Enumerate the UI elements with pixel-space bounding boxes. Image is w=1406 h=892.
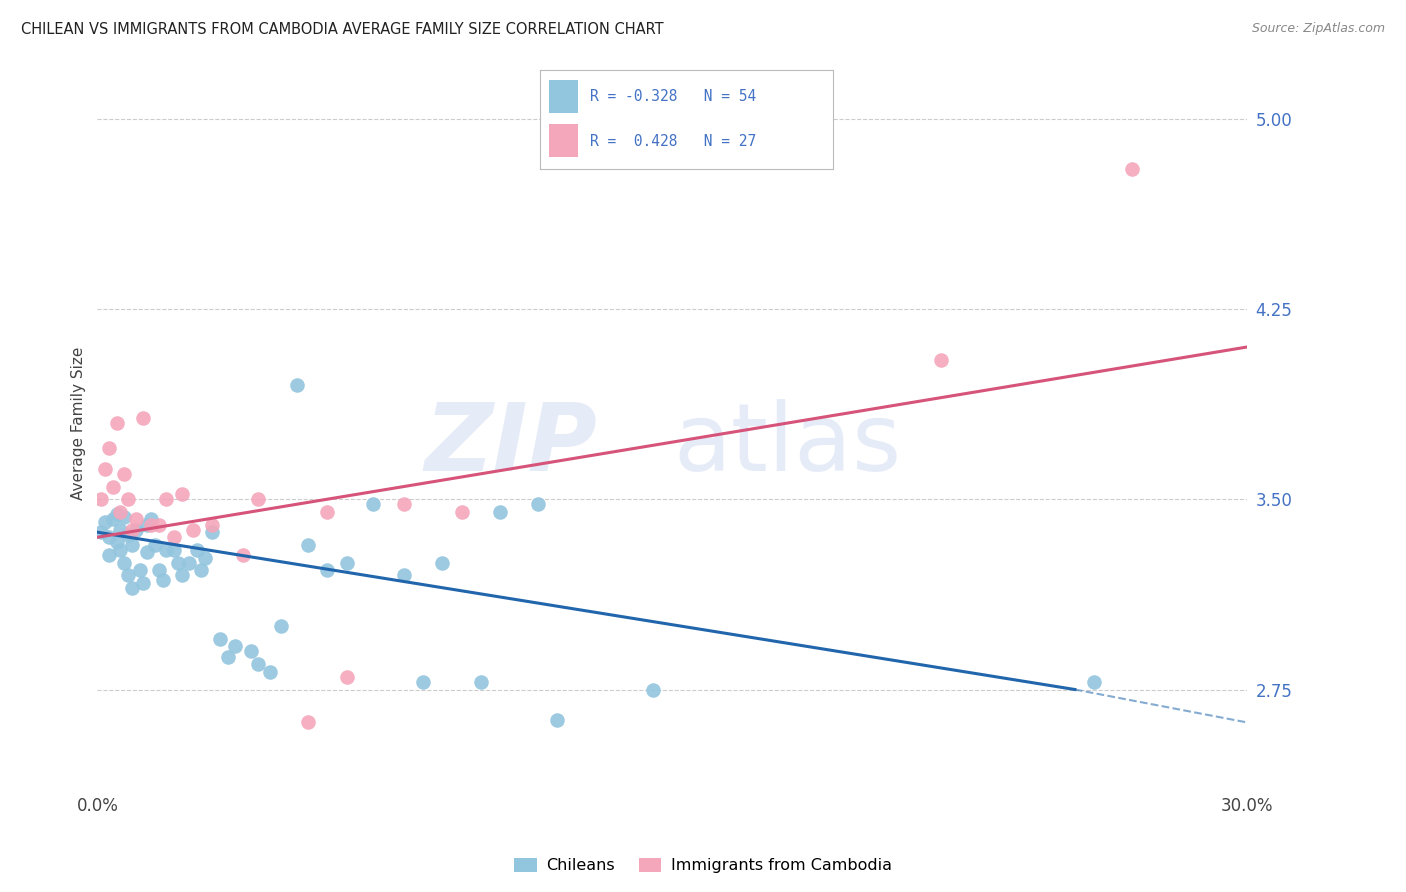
Point: [112, 556, 135, 570]
Point: [201, 525, 224, 540]
Point: [148, 563, 170, 577]
Point: [247, 492, 270, 507]
Point: [132, 411, 155, 425]
Point: [94, 515, 117, 529]
Point: [143, 538, 166, 552]
Point: [166, 556, 188, 570]
Point: [190, 563, 212, 577]
Point: [105, 508, 128, 522]
Point: [546, 713, 568, 727]
Point: [412, 674, 434, 689]
Point: [1083, 674, 1105, 689]
Point: [232, 548, 254, 562]
Point: [432, 556, 454, 570]
Point: [527, 497, 550, 511]
Point: [239, 644, 262, 658]
Point: [470, 674, 492, 689]
Point: [335, 670, 357, 684]
Point: [101, 479, 124, 493]
Point: [101, 512, 124, 526]
Point: [392, 568, 415, 582]
Point: [136, 517, 159, 532]
Point: [247, 657, 270, 672]
Point: [297, 715, 319, 730]
Point: [97, 548, 120, 562]
Point: [224, 640, 246, 654]
Point: [186, 543, 208, 558]
Point: [163, 530, 186, 544]
Point: [152, 574, 174, 588]
Point: [136, 545, 159, 559]
Text: CHILEAN VS IMMIGRANTS FROM CAMBODIA AVERAGE FAMILY SIZE CORRELATION CHART: CHILEAN VS IMMIGRANTS FROM CAMBODIA AVER…: [21, 22, 664, 37]
Point: [1121, 162, 1143, 177]
Point: [110, 543, 132, 558]
Point: [148, 517, 170, 532]
Point: [112, 510, 135, 524]
Point: [179, 556, 201, 570]
Point: [105, 535, 128, 549]
Point: [97, 530, 120, 544]
Text: Source: ZipAtlas.com: Source: ZipAtlas.com: [1251, 22, 1385, 36]
Point: [208, 632, 231, 646]
Text: ZIP: ZIP: [425, 399, 598, 491]
Point: [128, 563, 150, 577]
Point: [392, 497, 415, 511]
Point: [105, 416, 128, 430]
Point: [121, 581, 143, 595]
Point: [181, 523, 204, 537]
Point: [125, 523, 148, 537]
Point: [297, 538, 319, 552]
Point: [110, 505, 132, 519]
Point: [450, 505, 472, 519]
Point: [285, 378, 308, 392]
Point: [170, 487, 193, 501]
Point: [316, 563, 339, 577]
Point: [643, 682, 665, 697]
Point: [90, 525, 112, 540]
Point: [170, 568, 193, 582]
Point: [125, 512, 148, 526]
Point: [97, 442, 120, 456]
Point: [163, 543, 186, 558]
Point: [929, 352, 952, 367]
Point: [117, 527, 139, 541]
Point: [110, 523, 132, 537]
Point: [155, 492, 177, 507]
Point: [112, 467, 135, 481]
Point: [489, 505, 512, 519]
Text: atlas: atlas: [673, 399, 901, 491]
Point: [316, 505, 339, 519]
Y-axis label: Average Family Size: Average Family Size: [72, 346, 86, 500]
Point: [335, 556, 357, 570]
Point: [194, 550, 217, 565]
Point: [217, 649, 239, 664]
Point: [363, 497, 385, 511]
Point: [139, 517, 162, 532]
Point: [155, 543, 177, 558]
Point: [117, 568, 139, 582]
Legend: Chileans, Immigrants from Cambodia: Chileans, Immigrants from Cambodia: [508, 851, 898, 880]
Point: [117, 492, 139, 507]
Point: [259, 665, 281, 679]
Point: [121, 523, 143, 537]
Point: [90, 492, 112, 507]
Point: [270, 619, 292, 633]
Point: [132, 576, 155, 591]
Point: [94, 462, 117, 476]
Point: [121, 538, 143, 552]
Point: [201, 517, 224, 532]
Point: [139, 512, 162, 526]
